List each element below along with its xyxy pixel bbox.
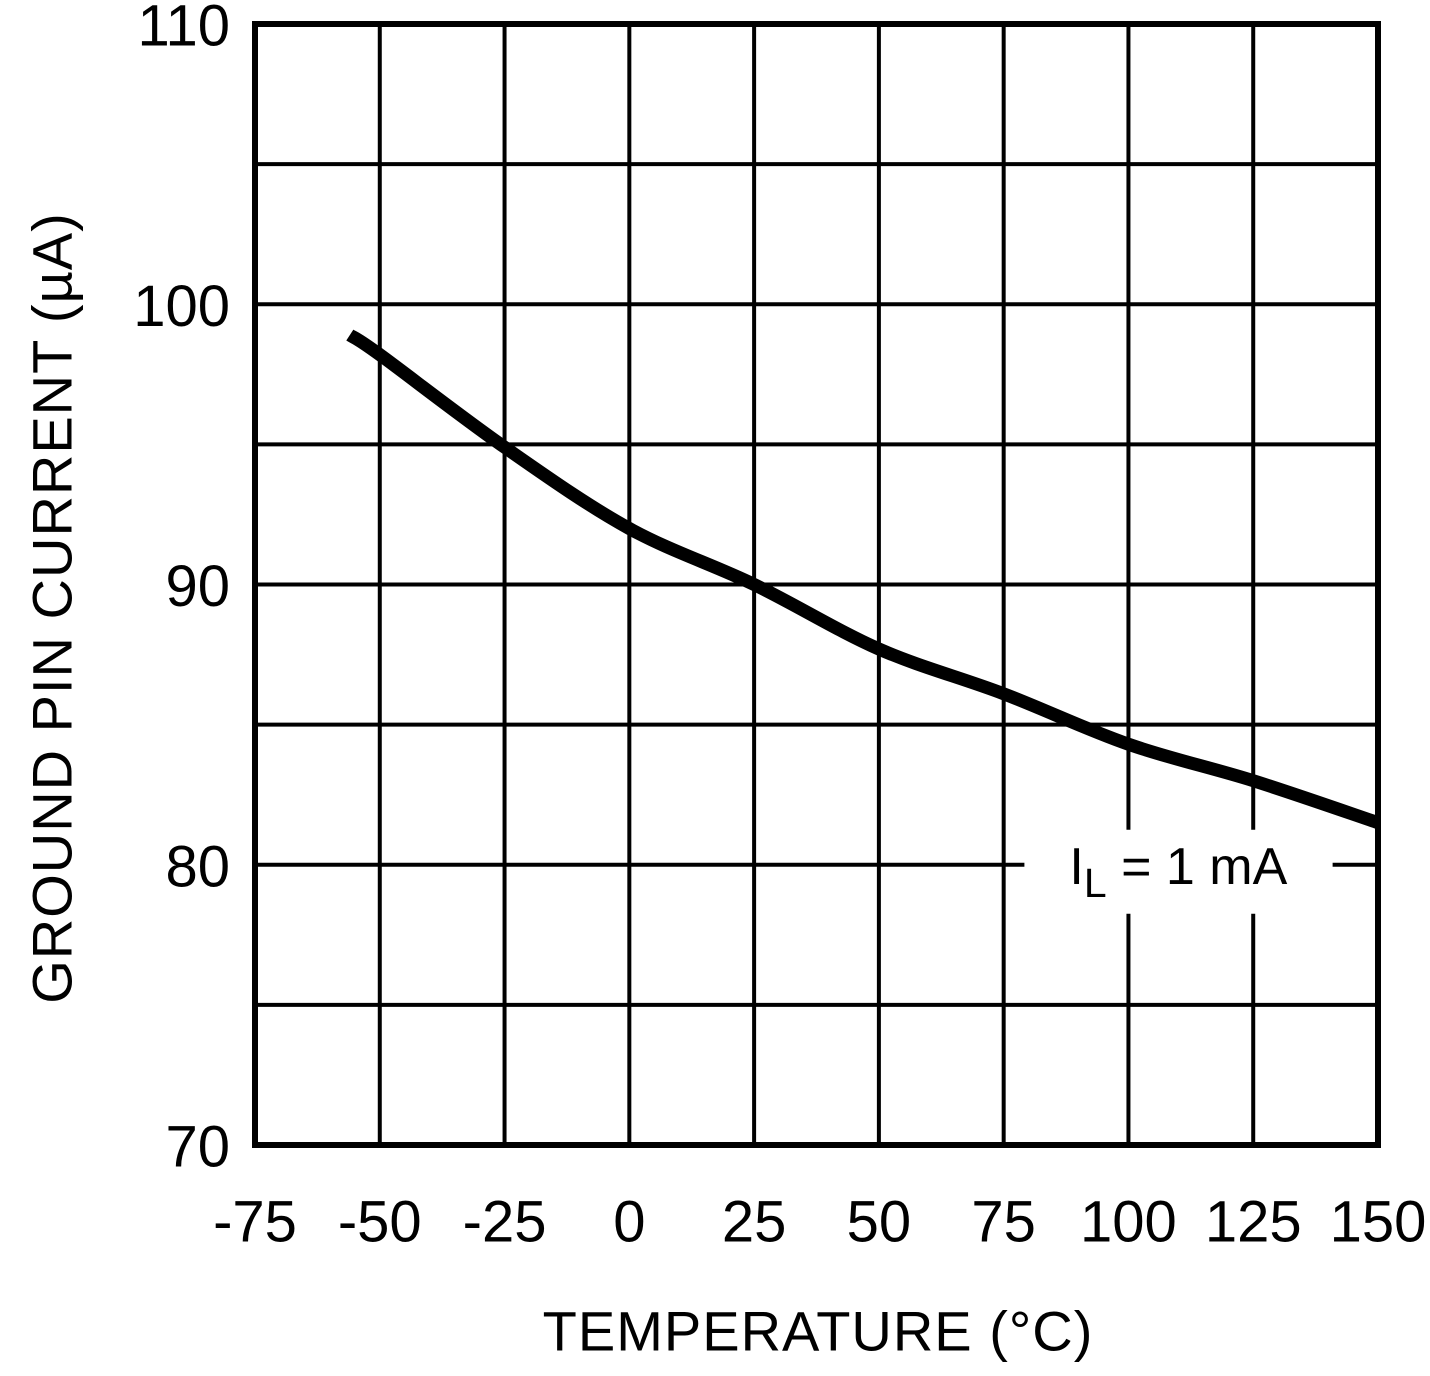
x-tick-label--50: -50: [338, 1190, 422, 1255]
plot-frame: [252, 21, 1381, 1148]
x-tick-label-0: 0: [613, 1190, 645, 1255]
annotation-group: IL = 1 mA: [1069, 838, 1287, 906]
y-tick-label-70: 70: [165, 1115, 230, 1180]
y-tick-label-80: 80: [165, 834, 230, 899]
x-tick-label-25: 25: [722, 1190, 787, 1255]
x-tick-label-75: 75: [971, 1190, 1036, 1255]
y-tick-label-110: 110: [138, 0, 230, 59]
y-tick-label-90: 90: [165, 554, 230, 619]
x-tick-label-50: 50: [847, 1190, 912, 1255]
data-curve-group: [346, 329, 1381, 829]
data-curve: [346, 329, 1381, 829]
x-axis-title: TEMPERATURE (°C): [542, 1299, 1094, 1363]
x-tick-label-150: 150: [1330, 1190, 1427, 1255]
plot-frame-group: [252, 21, 1381, 1148]
grid: [255, 24, 1378, 1145]
annotation-mask-group: [1024, 829, 1333, 914]
x-tick-label--75: -75: [213, 1190, 297, 1255]
x-tick-label-125: 125: [1205, 1190, 1302, 1255]
annotation-mask: [1024, 829, 1333, 914]
tick-labels-group: -75 -50 -25 0 25 50 75 100 125 150 110 100 90 80 70: [133, 0, 1426, 1255]
y-axis-title: GROUND PIN CURRENT (µA): [20, 212, 84, 1004]
annotation-load-current: IL = 1 mA: [1069, 838, 1287, 906]
x-tick-label--25: -25: [463, 1190, 547, 1255]
x-tick-label-100: 100: [1080, 1190, 1177, 1255]
y-tick-label-100: 100: [133, 274, 230, 339]
